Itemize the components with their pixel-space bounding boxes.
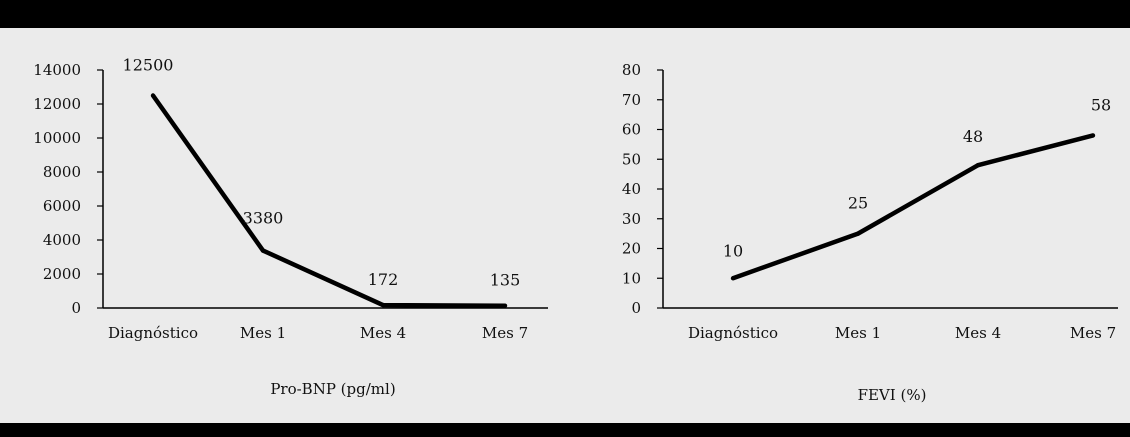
chart2-y-tick-label: 20 [622,240,641,258]
chart2-series-line [732,133,1094,281]
chart1-y-tick-label: 0 [71,299,81,317]
bottom-border-bar [0,423,1130,437]
chart1-x-tick-label: Mes 4 [360,324,406,342]
chart2-data-point [1090,133,1096,138]
chart1-y-tick-label: 4000 [43,231,81,249]
chart2-x-tick-label: Mes 1 [835,324,881,342]
chart2-data-label: 25 [848,194,868,213]
chart1-y-tick-label: 8000 [43,163,81,181]
chart1-y-tick-label: 14000 [33,61,81,79]
chart1-x-tick-label: Diagnóstico [108,324,198,342]
chart1-data-label: 3380 [243,209,284,228]
chart2-x-tick-label: Diagnóstico [688,324,778,342]
chart1-y-tick-label: 10000 [33,129,81,147]
chart2-y-tick-label: 30 [622,210,641,228]
chart1-data-point [150,93,156,98]
chart2-y-tick-label: 0 [631,299,641,317]
chart2-x-axis-title: FEVI (%) [858,386,927,404]
chart2-y-tick-label: 70 [622,91,641,109]
chart1-y-tick-label: 6000 [43,197,81,215]
chart1-data-label: 135 [490,271,521,290]
chart2-y-tick-label: 60 [622,121,641,139]
chart1-data-label: 172 [368,270,399,289]
chart1-x-tick-label: Mes 1 [240,324,286,342]
top-border-bar [0,0,1130,28]
chart2-y-tick-label: 80 [622,61,641,79]
chart1-data-point [260,248,266,253]
chart1-y-tick-label: 2000 [43,265,81,283]
chart2-data-point [730,276,736,281]
chart1-x-axis-title: Pro-BNP (pg/ml) [270,380,395,398]
chart2-x-tick-label: Mes 7 [1070,324,1116,342]
chart2-y-tick-label: 50 [622,150,641,168]
chart2-data-label: 48 [963,127,983,146]
chart1-data-point [380,302,386,308]
chart2-data-point [975,163,981,168]
chart1-x-tick-label: Mes 7 [482,324,528,342]
chart2-data-label: 58 [1091,95,1111,114]
chart2-data-label: 10 [723,241,743,260]
chart2-y-tick-label: 10 [622,269,641,287]
chart1-series-line [151,94,506,308]
chart1-data-point [502,303,508,308]
chart2-x-tick-label: Mes 4 [955,324,1001,342]
chart2-y-tick-label: 40 [622,180,641,198]
chart2-data-point [855,231,861,236]
chart1-y-tick-label: 12000 [33,95,81,113]
chart1-data-label: 12500 [123,56,174,75]
